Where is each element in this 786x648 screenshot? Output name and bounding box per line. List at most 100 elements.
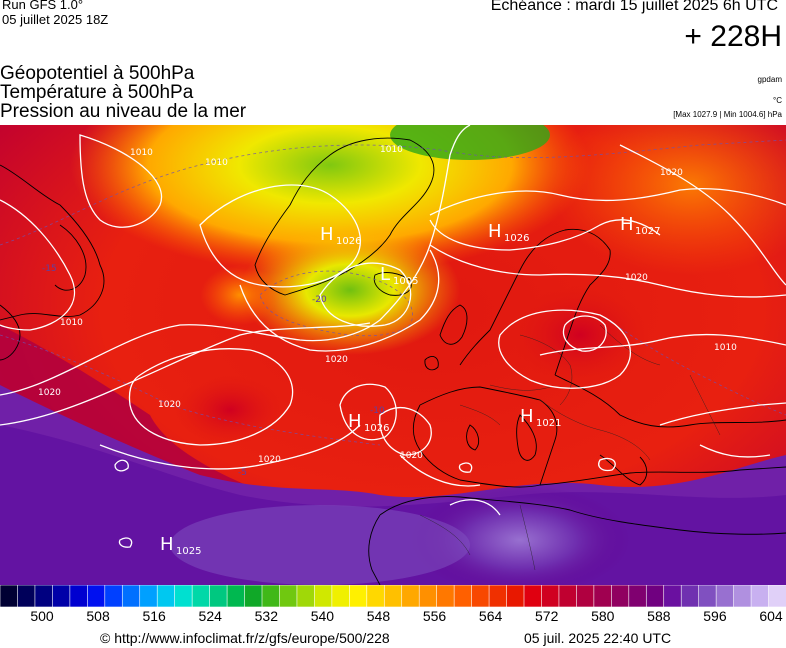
- color-scale-swatch: [191, 585, 211, 607]
- isobar-label: 1020: [38, 388, 61, 398]
- isobar-label: 1020: [660, 168, 683, 178]
- color-scale-tick: 524: [198, 608, 222, 624]
- color-scale-swatch: [261, 585, 281, 607]
- color-scale-swatch: [453, 585, 473, 607]
- pressure-range: [Max 1027.9 | Min 1004.6] hPa: [673, 110, 782, 119]
- color-scale-swatch: [750, 585, 770, 607]
- color-scale-tick: 596: [703, 608, 727, 624]
- color-scale-swatch: [156, 585, 176, 607]
- color-scale-swatch: [34, 585, 54, 607]
- source-credit: © http://www.infoclimat.fr/z/gfs/europe/…: [100, 630, 390, 646]
- color-scale-swatch: [680, 585, 700, 607]
- isobar-label: 1020: [158, 400, 181, 410]
- svg-text:H: H: [488, 221, 502, 242]
- color-scale-swatch: [314, 585, 333, 607]
- isobar-labels: 1010 1010 1020 1020 1020 1020 1020 1020 …: [38, 145, 737, 465]
- svg-text:1005: 1005: [393, 276, 418, 287]
- pressure-centers: H 1026 L 1005 H 1026 H 1027 H 1026 H 102…: [160, 214, 660, 557]
- color-scale-swatch: [698, 585, 717, 607]
- color-scale-swatch: [645, 585, 665, 607]
- pressure-center: H 1026: [488, 221, 529, 244]
- color-scale-tick: 540: [310, 608, 335, 624]
- color-scale-swatch: [715, 585, 735, 607]
- color-scale-swatch: [139, 585, 158, 607]
- pressure-center: H 1025: [160, 534, 201, 557]
- svg-text:H: H: [160, 534, 174, 555]
- color-scale-swatch: [506, 585, 525, 607]
- coastlines: [0, 137, 786, 585]
- color-scale-swatch: [279, 585, 298, 607]
- isobar-label: 1010: [60, 318, 83, 328]
- color-scale-swatch: [244, 585, 263, 607]
- layer-geopotential: Géopotentiel à 500hPa: [0, 63, 195, 84]
- svg-text:1026: 1026: [504, 233, 529, 244]
- color-scale-swatch: [366, 585, 386, 607]
- svg-text:1026: 1026: [364, 423, 389, 434]
- color-scale-tick: 588: [647, 608, 671, 624]
- lead-time: + 228H: [684, 20, 782, 53]
- isobar-label: 1020: [258, 455, 281, 465]
- run-title: Run GFS 1.0°: [2, 0, 84, 12]
- generated-time: 05 juil. 2025 22:40 UTC: [524, 630, 672, 646]
- color-scale-swatch: [52, 585, 71, 607]
- color-scale-swatch: [488, 585, 508, 607]
- isobar-label: 1020: [625, 273, 648, 283]
- color-scale-swatch: [523, 585, 543, 607]
- color-scale-swatch: [558, 585, 578, 607]
- color-scale-swatch: [663, 585, 682, 607]
- forecast-valid-time: Echéance : mardi 15 juillet 2025 6h UTC: [490, 0, 778, 14]
- color-scale-tick: 572: [535, 608, 559, 624]
- temperature-label: -15: [42, 264, 57, 274]
- color-scale-swatch: [69, 585, 89, 607]
- color-scale-swatch: [296, 585, 316, 607]
- temperature-label: -20: [312, 295, 327, 305]
- svg-text:H: H: [520, 406, 534, 427]
- color-scale-swatch: [383, 585, 403, 607]
- isobar-label: 1010: [714, 343, 737, 353]
- color-scale-tick: 604: [759, 608, 783, 624]
- color-scale-tick: 500: [30, 608, 54, 624]
- color-scale-tick: 516: [142, 608, 166, 624]
- svg-text:1026: 1026: [336, 236, 361, 247]
- temperature-label: -10: [370, 406, 385, 416]
- color-scale-swatch: [0, 585, 19, 607]
- color-scale-swatch: [768, 585, 786, 607]
- svg-text:L: L: [380, 264, 390, 285]
- weather-map: 1010 1010 1020 1020 1020 1020 1020 1020 …: [0, 125, 786, 585]
- temperature-label: -5: [238, 468, 247, 478]
- isobars: [0, 125, 786, 548]
- color-scale-ticks: 500 508 516 524 532 540 548 556 564 572 580 588 596 6…: [0, 608, 786, 626]
- color-scale-swatch: [593, 585, 613, 607]
- color-scale-tick: 556: [422, 608, 447, 624]
- svg-text:H: H: [348, 411, 362, 432]
- color-scale-swatch: [87, 585, 106, 607]
- color-scale-swatch: [541, 585, 560, 607]
- isobar-label: 1010: [130, 148, 153, 158]
- color-scale-bar: [0, 585, 786, 607]
- pressure-center: H 1026: [348, 411, 389, 434]
- color-scale-swatch: [436, 585, 455, 607]
- color-scale-swatch: [471, 585, 490, 607]
- color-scale-tick: 564: [478, 608, 503, 624]
- color-scale-swatch: [611, 585, 630, 607]
- svg-text:H: H: [320, 224, 334, 245]
- color-scale-swatch: [628, 585, 648, 607]
- svg-text:1027: 1027: [635, 226, 660, 237]
- color-scale-swatch: [733, 585, 752, 607]
- color-scale-swatch: [17, 585, 36, 607]
- color-scale-swatch: [331, 585, 351, 607]
- color-scale-tick: 508: [86, 608, 110, 624]
- pressure-center: L 1005: [380, 264, 418, 287]
- unit-temperature: °C: [773, 96, 782, 105]
- color-scale-swatch: [121, 585, 141, 607]
- pressure-center: H 1027: [620, 214, 660, 237]
- color-scale-swatch: [226, 585, 246, 607]
- isobar-label: 1020: [325, 355, 348, 365]
- color-scale-tick: 580: [591, 608, 615, 624]
- color-scale-swatch: [401, 585, 421, 607]
- layer-pressure: Pression au niveau de la mer: [0, 101, 247, 122]
- isobar-label: 1010: [380, 145, 403, 155]
- color-scale-tick: 548: [366, 608, 391, 624]
- svg-text:1021: 1021: [536, 418, 561, 429]
- isobar-label: 1010: [205, 158, 228, 168]
